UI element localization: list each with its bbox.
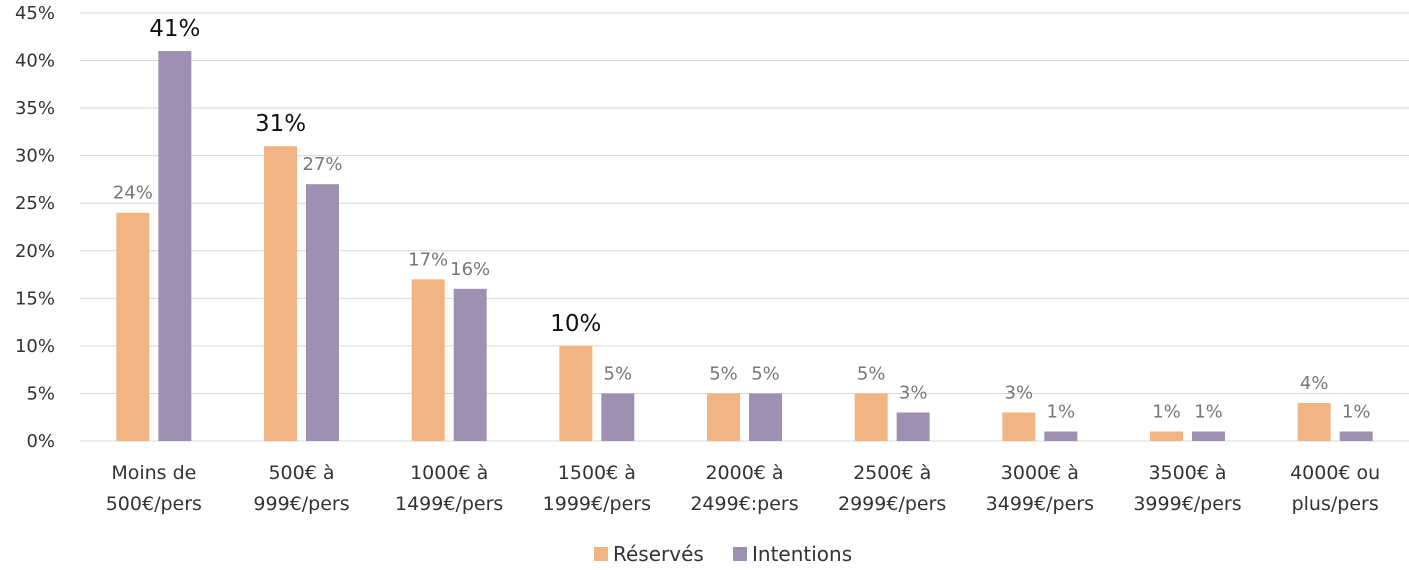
data-label: 1%: [1194, 401, 1223, 422]
data-label: 31%: [255, 111, 306, 137]
bar-intentions: [1044, 431, 1078, 441]
bar-reserves: [1002, 412, 1036, 441]
x-category-label: 500€/pers: [106, 493, 202, 515]
bar-reserves: [116, 212, 150, 441]
x-category-label: 3000€ à: [1001, 462, 1079, 484]
data-label: 24%: [113, 183, 153, 204]
y-tick-label: 15%: [15, 288, 55, 309]
y-axis-ticks: 0% 5% 10% 15% 20% 25% 30% 35% 40% 45%: [15, 3, 55, 452]
y-tick-label: 45%: [15, 3, 55, 24]
bar-intentions: [896, 412, 930, 441]
legend-swatch-reserves: [594, 547, 608, 561]
data-label: 1%: [1342, 401, 1371, 422]
data-label: 5%: [751, 363, 780, 384]
y-tick-label: 5%: [26, 383, 55, 404]
data-label: 10%: [550, 311, 601, 337]
legend-swatch-intentions: [733, 547, 747, 561]
x-category-label: 1000€ à: [410, 462, 488, 484]
data-label: 1%: [1152, 401, 1181, 422]
x-category-label: 999€/pers: [253, 493, 349, 515]
bar-reserves: [264, 146, 297, 441]
data-labels: 24% 41% 31% 27% 17% 16% 10% 5% 5% 5% 5% 3% 3% 1% 1% 1% 4…: [113, 16, 1371, 422]
bar-reserves: [559, 345, 593, 441]
bar-reserves: [411, 279, 445, 441]
gridlines: [80, 12, 1409, 442]
bar-reserves: [854, 393, 888, 441]
y-tick-label: 30%: [15, 146, 55, 167]
bar-intentions: [1339, 431, 1373, 441]
legend-label-reserves: Réservés: [613, 542, 704, 566]
data-label: 5%: [709, 363, 738, 384]
x-category-label: 3499€/pers: [986, 493, 1094, 515]
data-label: 3%: [1005, 382, 1034, 403]
data-label: 4%: [1300, 373, 1329, 394]
bar-intentions: [601, 393, 635, 441]
x-category-label: 3500€ à: [1148, 462, 1226, 484]
y-tick-label: 35%: [15, 98, 55, 119]
x-category-label: 1999€/pers: [543, 493, 651, 515]
bar-reserves: [1297, 402, 1331, 441]
x-category-label: 500€ à: [268, 462, 334, 484]
data-label: 16%: [450, 259, 490, 280]
x-category-label: 2499€:pers: [690, 493, 798, 515]
bar-reserves: [707, 393, 740, 441]
y-tick-label: 10%: [15, 336, 55, 357]
bar-reserves: [1150, 431, 1183, 441]
data-label: 41%: [149, 16, 200, 42]
bar-intentions: [158, 51, 192, 442]
data-label: 5%: [857, 363, 886, 384]
legend: Réservés Intentions: [594, 542, 852, 566]
bar-intentions: [306, 184, 339, 441]
x-category-label: 2500€ à: [853, 462, 931, 484]
x-category-label: 1500€ à: [558, 462, 636, 484]
bar-intentions: [453, 288, 487, 441]
x-category-label: 1499€/pers: [395, 493, 503, 515]
data-label: 17%: [408, 249, 448, 270]
x-category-label: 2999€/pers: [838, 493, 946, 515]
y-tick-label: 0%: [26, 431, 55, 452]
y-tick-label: 25%: [15, 193, 55, 214]
x-category-label: 3999€/pers: [1133, 493, 1241, 515]
y-tick-label: 20%: [15, 241, 55, 262]
x-category-label: 2000€ à: [705, 462, 783, 484]
data-label: 3%: [899, 382, 928, 403]
y-tick-label: 40%: [15, 51, 55, 72]
data-label: 1%: [1047, 401, 1076, 422]
data-label: 27%: [302, 154, 342, 175]
x-axis-categories: Moins de 500€/pers 500€ à 999€/pers 1000€ à 1…: [106, 462, 1381, 515]
bar-intentions: [749, 393, 782, 441]
data-label: 5%: [604, 363, 633, 384]
x-category-label: 4000€ ou: [1290, 462, 1380, 484]
x-category-label: Moins de: [111, 462, 196, 484]
bar-intentions: [1192, 431, 1225, 441]
x-category-label: plus/pers: [1292, 493, 1379, 515]
bars: [116, 51, 1373, 442]
legend-label-intentions: Intentions: [752, 542, 852, 566]
